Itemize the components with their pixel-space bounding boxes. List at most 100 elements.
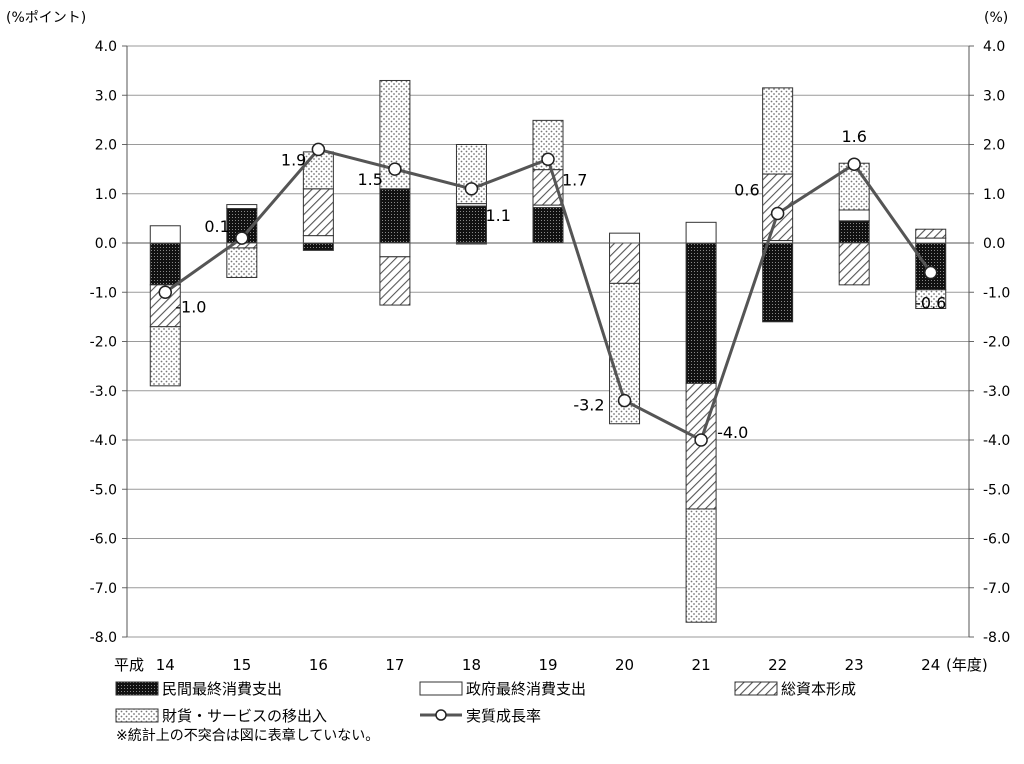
growth-rate-point: [617, 393, 632, 408]
growth-rate-label: -1.0: [175, 297, 206, 316]
bar-segment-hatch: [379, 256, 411, 306]
growth-rate-point: [311, 142, 326, 157]
x-category-label: 23: [845, 656, 864, 674]
bar-segment-light-dots: [762, 87, 794, 175]
growth-rate-point: [158, 285, 173, 299]
bar-segment-dark-dots: [379, 188, 411, 244]
bar-segment-light-dots: [915, 289, 947, 310]
bar-segment-dark-dots: [685, 242, 717, 384]
growth-rate-point: [388, 162, 402, 176]
x-category-label: 20: [615, 656, 634, 674]
legend-label: 総資本形成: [781, 680, 856, 698]
legend-label: 民間最終消費支出: [162, 680, 282, 698]
bar-segment-light-dots: [149, 326, 181, 387]
bar-segment-dark-dots: [532, 207, 564, 244]
bar-segment-white: [379, 242, 411, 258]
bar-segment-white: [838, 209, 870, 222]
growth-rate-point: [235, 231, 249, 245]
growth-rate-point: [464, 182, 479, 196]
legend-label: 実質成長率: [466, 707, 541, 725]
legend-label: 財貨・サービスの移出入: [162, 707, 327, 725]
left-tick-label: -1.0: [90, 285, 117, 301]
growth-rate-label: 1.5: [357, 170, 382, 189]
left-tick-label: -5.0: [90, 482, 117, 498]
bar-segment-hatch: [302, 188, 334, 237]
left-axis-unit: (%ポイント): [6, 10, 86, 26]
x-category-label: 21: [692, 656, 711, 674]
legend-label: 政府最終消費支出: [466, 680, 586, 698]
growth-rate-point: [770, 206, 785, 221]
growth-rate-label: 0.6: [734, 180, 759, 199]
right-tick-label: -1.0: [983, 285, 1010, 301]
growth-rate-label: 0.1: [204, 217, 229, 236]
legend-swatch-hatch: [734, 681, 778, 696]
bar-segment-hatch: [609, 242, 641, 284]
bar-segment-dark-dots: [149, 242, 181, 286]
right-tick-label: -7.0: [983, 581, 1010, 597]
bar-segment-dark-dots: [302, 242, 334, 251]
left-tick-label: -3.0: [90, 384, 117, 400]
growth-rate-label: -3.2: [573, 396, 604, 415]
bar-segment-light-dots: [302, 151, 334, 190]
growth-rate-point: [847, 157, 861, 171]
x-category-label: 16: [309, 656, 328, 674]
x-category-label: 15: [232, 656, 251, 674]
legend-line-marker: [435, 709, 447, 721]
growth-rate-label: 1.7: [562, 170, 587, 189]
bar-segment-white: [149, 225, 181, 244]
bar-segment-light-dots: [226, 247, 258, 278]
right-tick-label: 1.0: [983, 187, 1005, 203]
bar-segment-white: [226, 204, 258, 210]
bar-segment-dark-dots: [838, 220, 870, 244]
growth-rate-label: -0.6: [915, 294, 946, 313]
left-tick-label: -8.0: [90, 630, 117, 646]
left-y-axis: 4.0 3.0 2.0 1.0 0.0 -1.0 -2.0 -3.0 -4.0 -5.0 -6.0 -…: [90, 39, 117, 646]
x-category-label: 24: [921, 656, 940, 674]
left-tick-label: 3.0: [95, 88, 117, 104]
x-category-label: 22: [768, 656, 787, 674]
bar-segment-dark-dots: [762, 242, 794, 323]
x-axis-suffix: (年度): [946, 656, 988, 674]
x-category-label: 19: [538, 656, 557, 674]
legend-swatch-white: [419, 681, 463, 696]
right-tick-label: -2.0: [983, 335, 1010, 351]
growth-rate-point: [923, 265, 938, 280]
legend-swatch-dark-dots: [115, 681, 159, 696]
right-tick-label: -3.0: [983, 384, 1010, 400]
bar-segment-hatch: [838, 242, 870, 286]
right-tick-label: -4.0: [983, 433, 1010, 449]
right-tick-label: 3.0: [983, 88, 1005, 104]
legend-swatch-light-dots: [115, 708, 159, 723]
bar-segment-dark-dots: [455, 205, 487, 244]
left-tick-label: 1.0: [95, 187, 117, 203]
axes: [126, 46, 970, 637]
left-tick-label: 0.0: [95, 236, 117, 252]
right-tick-label: -6.0: [983, 532, 1010, 548]
bar-segment-white: [609, 232, 641, 244]
x-category-label: 14: [156, 656, 175, 674]
x-axis-categories: 14 15 16 17 18 19 20 21 22 23 24: [156, 656, 941, 674]
right-tick-label: 4.0: [983, 39, 1005, 55]
left-tick-label: -4.0: [90, 433, 117, 449]
right-axis-unit: (%): [984, 10, 1008, 26]
left-tick-label: -6.0: [90, 532, 117, 548]
bar-segment-hatch: [915, 228, 947, 239]
bar-segment-light-dots: [685, 508, 717, 623]
right-tick-label: 2.0: [983, 138, 1005, 154]
right-y-axis: 4.0 3.0 2.0 1.0 0.0 -1.0 -2.0 -3.0 -4.0 -5.0 -6.0 -…: [983, 39, 1010, 646]
right-tick-label: -8.0: [983, 630, 1010, 646]
growth-rate-line: -1.0 0.1 1.9 1.5 1.1 1.7 -3.2 -4.0 0.6 1.6 -0.6: [158, 127, 946, 447]
bar-segment-white: [685, 221, 717, 244]
left-tick-label: 2.0: [95, 138, 117, 154]
bar-segment-white: [915, 237, 947, 244]
right-tick-label: 0.0: [983, 236, 1005, 252]
left-tick-label: -2.0: [90, 335, 117, 351]
x-axis-prefix: 平成: [114, 656, 144, 674]
bar-segment-hatch: [532, 169, 564, 206]
x-category-label: 17: [385, 656, 404, 674]
growth-rate-point: [541, 152, 555, 167]
footnote: ※統計上の不突合は図に表章していない。: [116, 727, 379, 744]
